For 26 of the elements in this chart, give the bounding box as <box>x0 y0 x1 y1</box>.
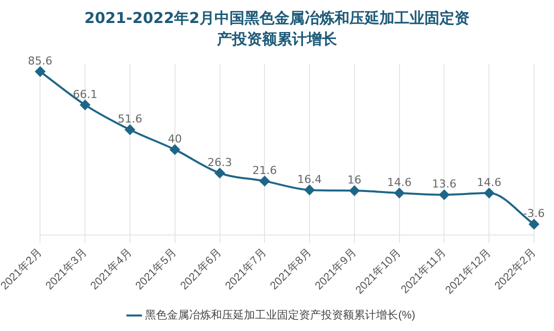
chart-title: 2021-2022年2月中国黑色金属冶炼和压延加工业固定资产投资额累计增长 <box>83 8 471 50</box>
point <box>124 124 135 135</box>
data-label: 26.3 <box>208 156 232 169</box>
point <box>170 144 180 155</box>
point <box>529 219 539 230</box>
data-label: 14.6 <box>476 176 502 189</box>
data-label: 16.4 <box>297 172 322 186</box>
point <box>35 66 46 77</box>
point <box>80 100 90 110</box>
point <box>260 176 270 186</box>
point <box>439 190 450 200</box>
data-label: 13.6 <box>432 178 456 191</box>
data-label: 16 <box>347 174 362 187</box>
data-label: 40 <box>168 132 182 146</box>
point <box>304 184 315 195</box>
point <box>394 188 404 198</box>
data-label: -3.6 <box>523 207 545 220</box>
point <box>484 188 494 198</box>
legend-label: 黑色金属冶炼和压延加工业固定资产投资额累计增长(%) <box>145 308 416 322</box>
data-label: 51.6 <box>118 112 142 126</box>
data-label: 21.6 <box>252 164 277 177</box>
data-label: 66.1 <box>72 88 98 101</box>
data-label: 14.6 <box>387 176 412 189</box>
point <box>349 186 360 196</box>
data-label: 85.6 <box>28 54 52 68</box>
point <box>214 168 225 178</box>
